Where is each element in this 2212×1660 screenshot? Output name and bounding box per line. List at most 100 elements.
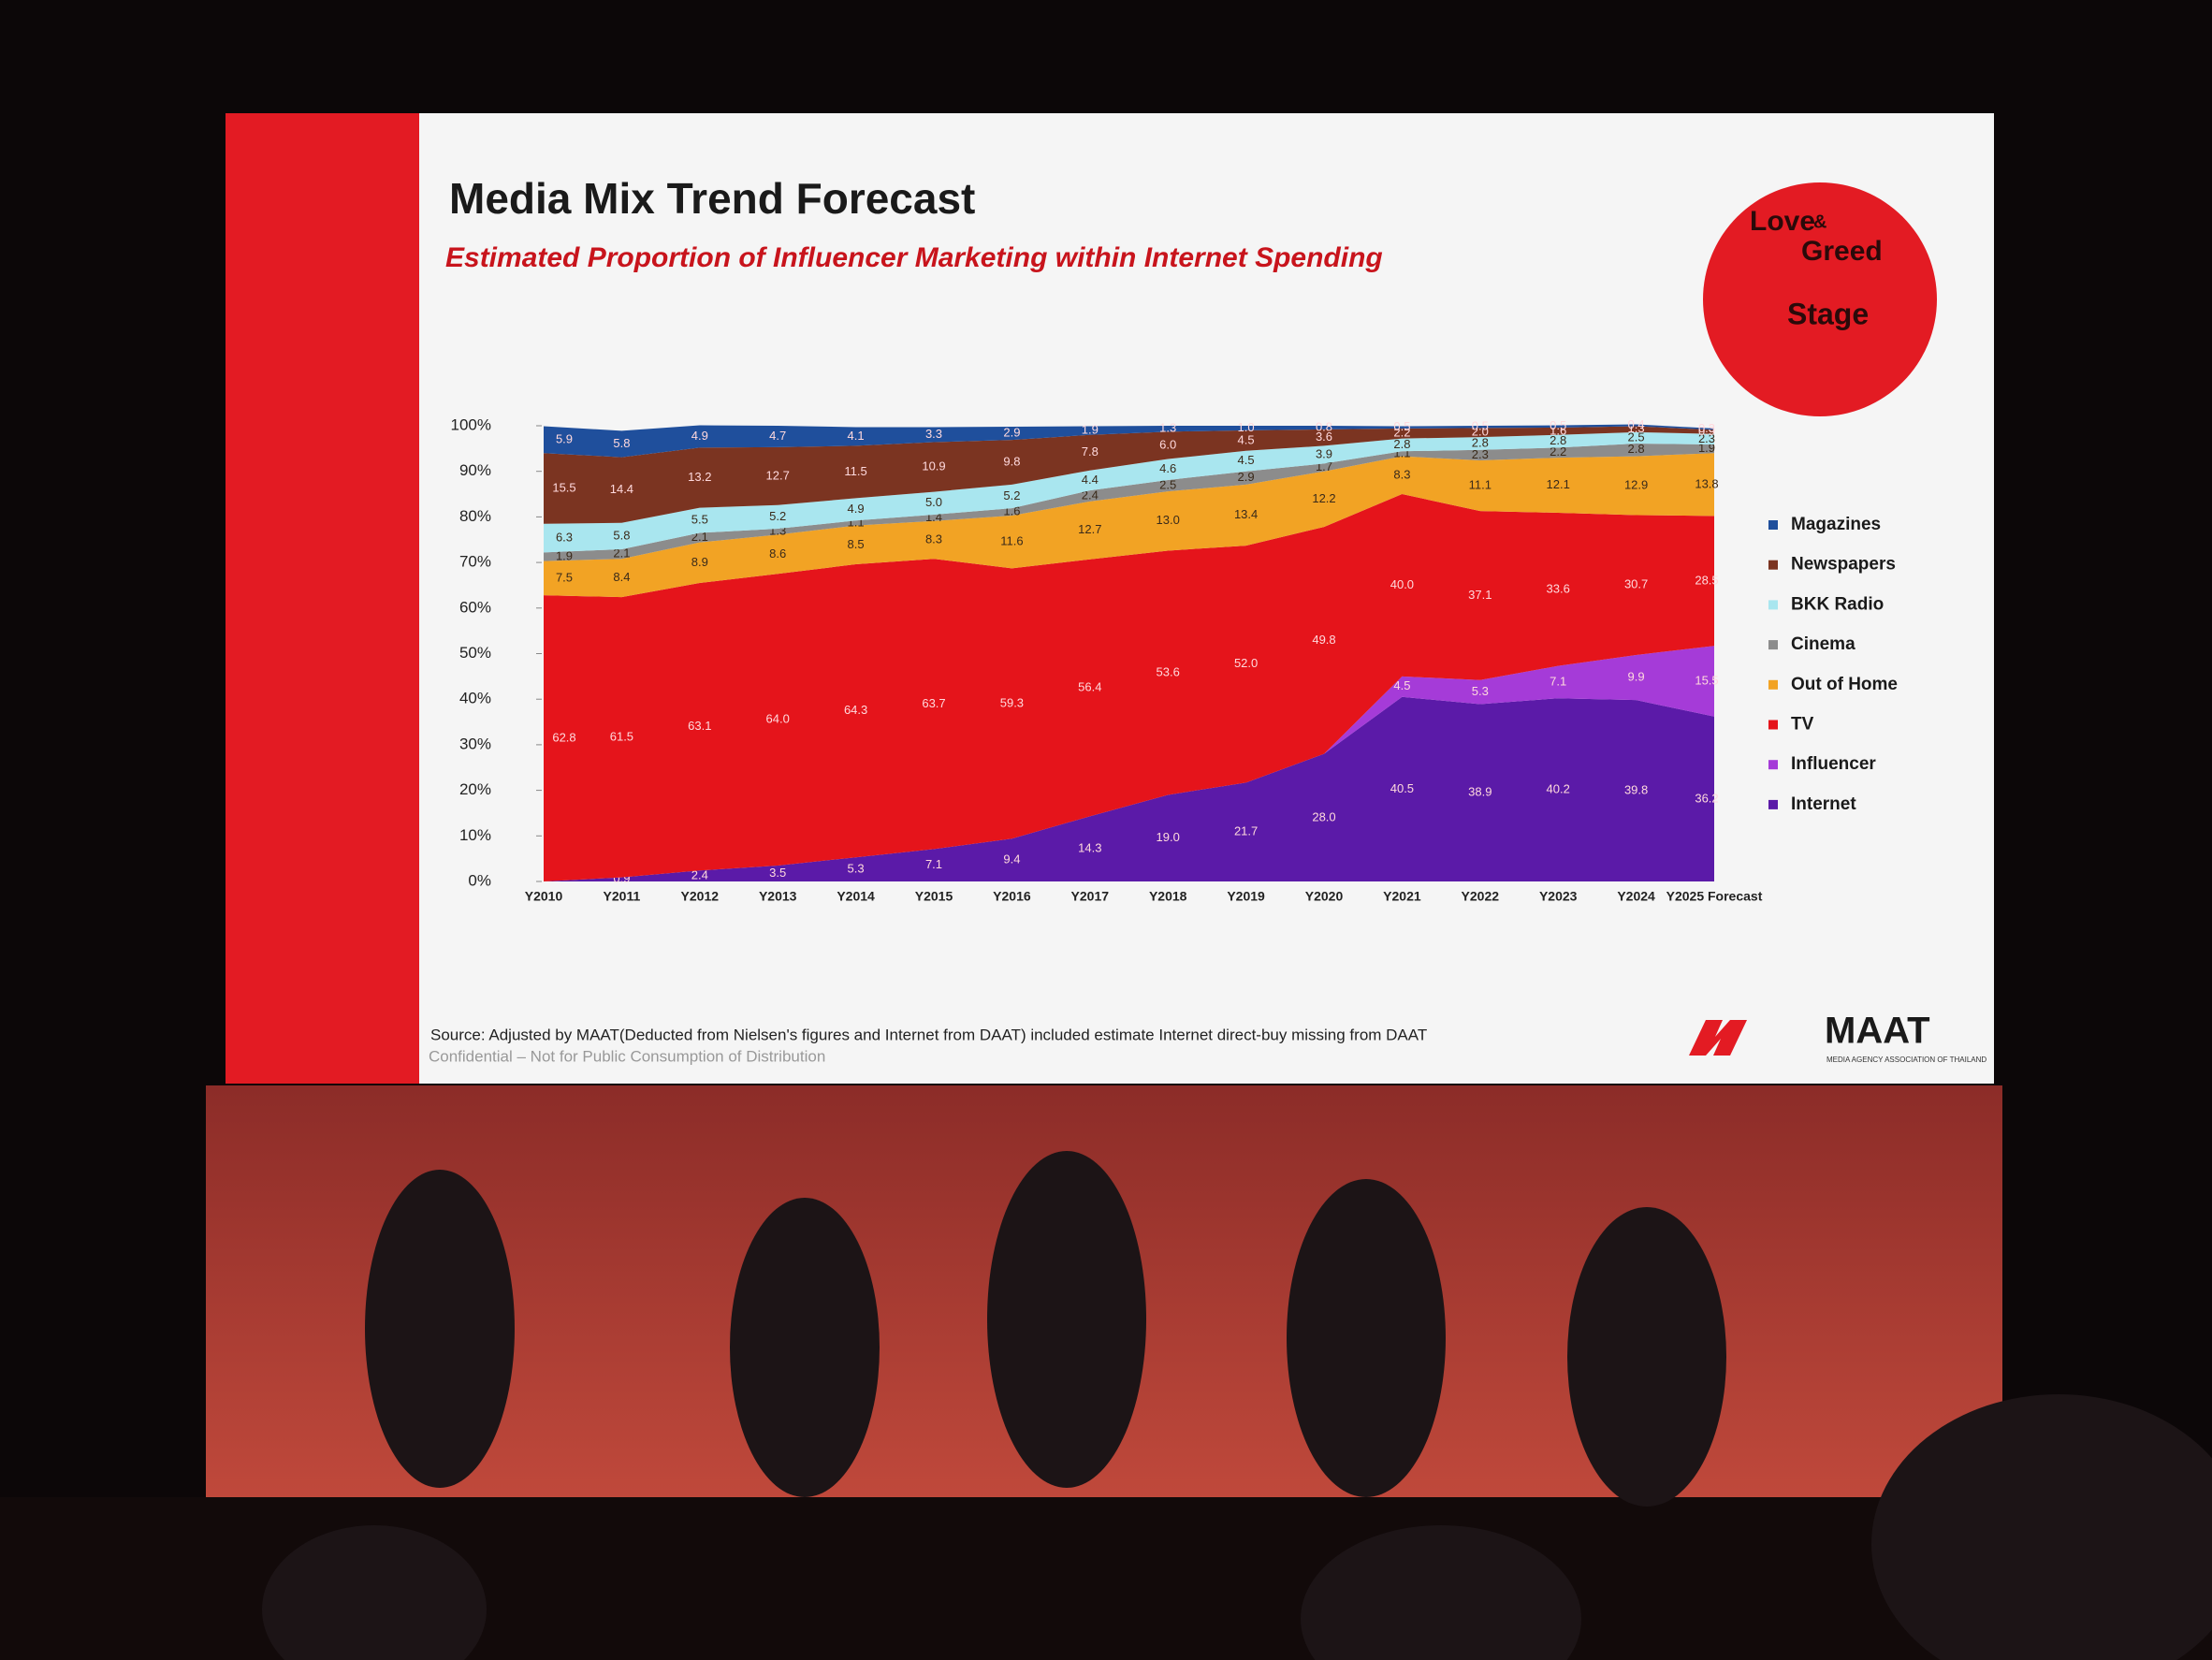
data-label: 7.8 xyxy=(1082,444,1099,459)
data-label: 4.9 xyxy=(691,429,708,443)
data-label: 2.4 xyxy=(1082,488,1099,502)
data-label: 11.1 xyxy=(1469,477,1492,491)
data-label: 8.3 xyxy=(925,531,942,546)
data-label: 11.6 xyxy=(1000,534,1023,548)
y-tick-label: 40% xyxy=(459,690,491,707)
data-label: 15.5 xyxy=(552,480,575,494)
y-tick-label: 70% xyxy=(459,553,491,571)
person xyxy=(987,1151,1146,1488)
y-tick-label: 60% xyxy=(459,598,491,616)
y-tick-label: 90% xyxy=(459,461,491,479)
data-label: 19.0 xyxy=(1157,830,1180,844)
stage-logo xyxy=(1703,182,1937,416)
data-label: 56.4 xyxy=(1078,679,1101,693)
x-tick-label: Y2019 xyxy=(1227,889,1265,904)
data-label: 10.9 xyxy=(922,459,945,473)
data-label: 5.2 xyxy=(769,509,786,523)
x-tick-label: Y2021 xyxy=(1383,889,1421,904)
x-tick-label: Y2018 xyxy=(1149,889,1187,904)
legend-swatch xyxy=(1768,560,1778,570)
data-label: 40.0 xyxy=(1390,577,1414,591)
data-label: 13.8 xyxy=(1695,476,1718,490)
legend-swatch xyxy=(1768,720,1778,730)
legend-label: Magazines xyxy=(1791,515,1881,534)
data-label: 0.8 xyxy=(1316,419,1332,433)
data-label: 0.3 xyxy=(1698,421,1715,435)
data-label: 12.7 xyxy=(1078,522,1101,536)
legend-swatch xyxy=(1768,640,1778,650)
data-label: 4.5 xyxy=(1393,678,1410,692)
area xyxy=(544,494,1714,881)
data-label: 1.3 xyxy=(1159,421,1176,435)
x-tick-label: Y2023 xyxy=(1539,889,1578,904)
data-label: 63.1 xyxy=(688,719,711,733)
logo-text: Stage xyxy=(1787,297,1869,330)
data-label: 11.5 xyxy=(844,464,866,478)
data-label: 64.0 xyxy=(766,712,790,726)
data-label: 1.0 xyxy=(1238,420,1255,434)
data-label: 0.5 xyxy=(1550,418,1566,432)
x-tick-label: Y2010 xyxy=(525,889,563,904)
data-label: 2.9 xyxy=(1238,470,1255,484)
data-label: 8.4 xyxy=(613,570,630,584)
person xyxy=(365,1170,515,1488)
legend-swatch xyxy=(1768,600,1778,610)
x-tick-label: Y2020 xyxy=(1305,889,1344,904)
panelists xyxy=(262,1151,2212,1660)
data-label: 1.9 xyxy=(1082,423,1099,437)
data-label: 9.9 xyxy=(1628,670,1645,684)
data-label: 8.5 xyxy=(848,537,865,551)
data-label: 40.2 xyxy=(1547,782,1570,796)
y-tick-label: 20% xyxy=(459,780,491,798)
data-label: 13.4 xyxy=(1234,507,1258,521)
x-tick-label: Y2025 Forecast xyxy=(1666,889,1763,904)
confidential-note: Confidential – Not for Public Consumptio… xyxy=(429,1047,825,1065)
area xyxy=(544,646,1714,881)
data-label: 61.5 xyxy=(610,729,633,743)
data-label: 12.9 xyxy=(1624,477,1648,491)
data-label: 59.3 xyxy=(1000,695,1024,709)
x-tick-label: Y2013 xyxy=(759,889,797,904)
data-label: 5.3 xyxy=(1472,684,1489,698)
data-label: 63.7 xyxy=(922,696,945,710)
area xyxy=(544,443,1714,561)
data-label: 15.5 xyxy=(1695,673,1718,687)
audience xyxy=(1301,1525,1581,1660)
area xyxy=(544,426,1714,524)
maat-mark xyxy=(1689,1020,1747,1056)
y-tick-label: 80% xyxy=(459,507,491,525)
audience xyxy=(1871,1394,2212,1660)
data-label: 28.5 xyxy=(1695,573,1718,587)
data-label: 13.2 xyxy=(688,470,711,484)
data-label: 37.1 xyxy=(1468,588,1492,602)
data-label: 9.8 xyxy=(1003,454,1020,468)
legend-label: Cinema xyxy=(1791,634,1855,654)
data-label: 0.5 xyxy=(1393,419,1410,433)
x-tick-label: Y2024 xyxy=(1617,889,1655,904)
logo-text: Greed xyxy=(1801,236,1883,267)
data-label: 0.4 xyxy=(1628,417,1645,431)
x-tick-label: Y2022 xyxy=(1462,889,1500,904)
area xyxy=(544,431,1714,553)
data-label: 4.7 xyxy=(769,429,786,443)
data-label: 8.6 xyxy=(769,546,786,561)
area xyxy=(544,696,1714,881)
data-label: 6.3 xyxy=(556,530,573,544)
chart-title: Media Mix Trend Forecast xyxy=(449,174,975,223)
y-tick-label: 0% xyxy=(468,871,491,889)
data-label: 2.8 xyxy=(1472,435,1489,449)
y-tick-label: 100% xyxy=(451,415,491,433)
y-tick-label: 50% xyxy=(459,644,491,662)
data-label: 2.9 xyxy=(1003,425,1020,439)
x-tick-label: Y2015 xyxy=(915,889,953,904)
data-label: 2.1 xyxy=(613,546,630,561)
data-label: 3.6 xyxy=(1316,430,1332,444)
legend-label: TV xyxy=(1791,715,1814,735)
x-tick-label: Y2012 xyxy=(681,889,720,904)
chart: 0% 10% 20% 30% 40% 50% 60% 70% 80% 90% 100% Y2010 Y2… xyxy=(451,415,1898,903)
data-label: 12.2 xyxy=(1312,491,1335,505)
legend-label: Internet xyxy=(1791,794,1856,814)
data-label: 7.1 xyxy=(1550,674,1566,688)
data-label: 4.9 xyxy=(848,502,865,516)
data-label: 21.7 xyxy=(1234,824,1258,838)
